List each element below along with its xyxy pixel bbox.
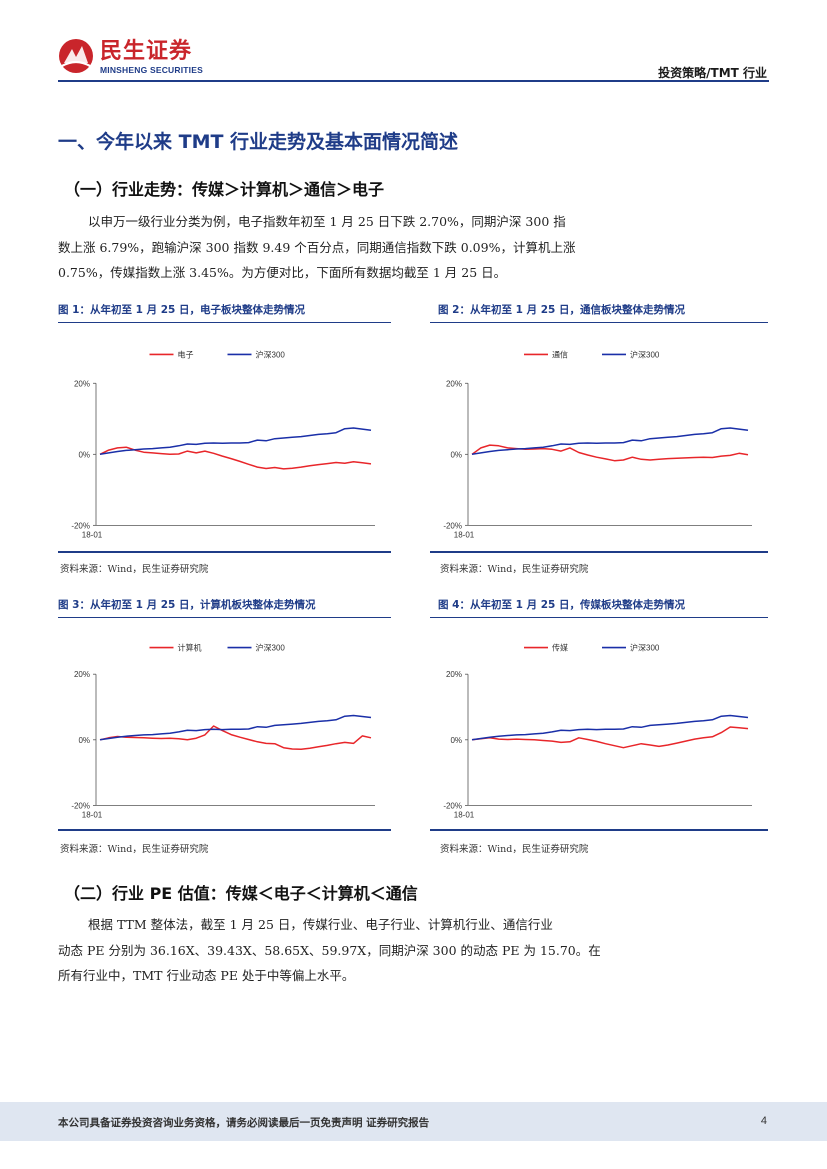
y-tick-label: 0% <box>78 450 90 459</box>
y-tick-label: 20% <box>446 379 462 388</box>
paragraph-line: 以申万一级行业分类为例，电子指数年初至 1 月 25 日下跌 2.70%，同期沪… <box>88 214 566 229</box>
series-line-计算机 <box>99 725 372 751</box>
pe-paragraph: 根据 TTM 整体法，截至 1 月 25 日，传媒行业、电子行业、计算机行业、通… <box>58 912 628 989</box>
series-line-沪深300 <box>471 714 749 741</box>
x-tick-label: 18-01 <box>454 530 475 539</box>
y-tick-label: 20% <box>74 670 90 679</box>
x-tick-label: 18-01 <box>82 810 103 819</box>
chart-svg: 计算机 沪深300 20% 0% -20%18-01 <box>71 643 375 819</box>
brand-logo: 民生证券 MINSHENG SECURITIES <box>58 38 228 80</box>
y-tick-label: -20% <box>443 521 462 530</box>
paragraph-line: 所有行业中，TMT 行业动态 PE 处于中等偏上水平。 <box>58 968 355 983</box>
figure-1-title: 图 1：从年初至 1 月 25 日，电子板块整体走势情况 <box>58 304 306 316</box>
x-tick-label: 18-01 <box>454 810 475 819</box>
report-section-label: 投资策略/TMT 行业 <box>658 66 767 80</box>
figure-3-chart: 计算机 沪深300 20% 0% -20% 18-01 <box>58 625 391 830</box>
figure-4-top-rule <box>430 617 768 618</box>
legend-label: 沪深300 <box>630 349 660 359</box>
y-tick-label: 0% <box>78 736 90 745</box>
series-line-传媒 <box>471 726 749 749</box>
figure-3-bottom-rule <box>58 829 391 831</box>
legend-label: 沪深300 <box>630 643 660 653</box>
series-line-沪深300 <box>99 714 372 741</box>
brand-name-en: MINSHENG SECURITIES <box>100 65 203 75</box>
footer-band <box>0 1102 827 1141</box>
chart-svg: 通信 沪深300 20% 0% -20%18-01 <box>443 349 752 539</box>
series-line-通信 <box>471 444 749 462</box>
brand-logo-icon <box>59 39 93 73</box>
footer-disclaimer: 本公司具备证券投资咨询业务资格，请务必阅读最后一页免责声明 证券研究报告 <box>58 1117 430 1129</box>
figure-4-chart: 传媒 沪深300 20% 0% -20% 18-01 <box>430 625 768 830</box>
figure-2-title: 图 2：从年初至 1 月 25 日，通信板块整体走势情况 <box>438 304 686 316</box>
figure-1-source: 资料来源：Wind，民生证券研究院 <box>60 564 209 575</box>
legend-label: 电子 <box>178 349 194 359</box>
legend-label: 通信 <box>552 349 568 359</box>
legend-label: 沪深300 <box>256 349 286 359</box>
chart-svg: 传媒 沪深300 20% 0% -20%18-01 <box>443 643 752 819</box>
y-tick-label: 0% <box>450 736 462 745</box>
paragraph-line: 动态 PE 分别为 36.16X、39.43X、58.65X、59.97X，同期… <box>58 942 601 958</box>
figure-4-bottom-rule <box>430 829 768 831</box>
brand-name-cn: 民生证券 <box>100 39 193 64</box>
figure-2-chart: 通信 沪深300 20% 0% -20% 18-01 <box>430 330 768 552</box>
figure-4-title: 图 4：从年初至 1 月 25 日，传媒板块整体走势情况 <box>438 599 686 611</box>
subsection-title-trend: （一）行业走势：传媒＞计算机＞通信＞电子 <box>64 180 385 199</box>
chart-svg: 电子 沪深300 20% 0% -20%18-01 <box>71 349 375 539</box>
page-number: 4 <box>760 1115 767 1127</box>
subsection-title-pe: （二）行业 PE 估值：传媒＜电子＜计算机＜通信 <box>64 884 418 903</box>
legend-label: 计算机 <box>178 643 202 653</box>
y-tick-label: 0% <box>450 450 462 459</box>
figure-1-top-rule <box>58 322 391 323</box>
figure-3-source: 资料来源：Wind，民生证券研究院 <box>60 844 209 855</box>
figure-2-top-rule <box>430 322 768 323</box>
trend-paragraph: 以申万一级行业分类为例，电子指数年初至 1 月 25 日下跌 2.70%，同期沪… <box>58 209 628 286</box>
figure-1-bottom-rule <box>58 551 391 553</box>
header-divider <box>58 80 769 82</box>
figure-3-top-rule <box>58 617 391 618</box>
x-tick-label: 18-01 <box>82 530 103 539</box>
series-line-电子 <box>99 446 372 470</box>
figure-2-bottom-rule <box>430 551 768 553</box>
figure-4-source: 资料来源：Wind，民生证券研究院 <box>440 844 589 855</box>
paragraph-line: 0.75%，传媒指数上涨 3.45%。为方便对比，下面所有数据均截至 1 月 2… <box>58 265 507 280</box>
section-title: 一、今年以来 TMT 行业走势及基本面情况简述 <box>58 131 459 153</box>
paragraph-line: 数上涨 6.79%，跑输沪深 300 指数 9.49 个百分点，同期通信指数下跌… <box>58 239 576 255</box>
paragraph-line: 根据 TTM 整体法，截至 1 月 25 日，传媒行业、电子行业、计算机行业、通… <box>88 917 553 932</box>
y-tick-label: 20% <box>446 670 462 679</box>
y-tick-label: -20% <box>71 521 90 530</box>
series-line-沪深300 <box>471 427 749 456</box>
legend-label: 沪深300 <box>256 643 286 653</box>
series-line-沪深300 <box>99 427 372 456</box>
legend-label: 传媒 <box>552 643 568 653</box>
figure-2-source: 资料来源：Wind，民生证券研究院 <box>440 564 589 575</box>
figure-1-chart: 电子 沪深300 20% 0% -20% 18-01 <box>58 330 391 552</box>
y-tick-label: -20% <box>443 801 462 810</box>
y-tick-label: -20% <box>71 801 90 810</box>
figure-3-title: 图 3：从年初至 1 月 25 日，计算机板块整体走势情况 <box>58 599 316 611</box>
y-tick-label: 20% <box>74 379 90 388</box>
